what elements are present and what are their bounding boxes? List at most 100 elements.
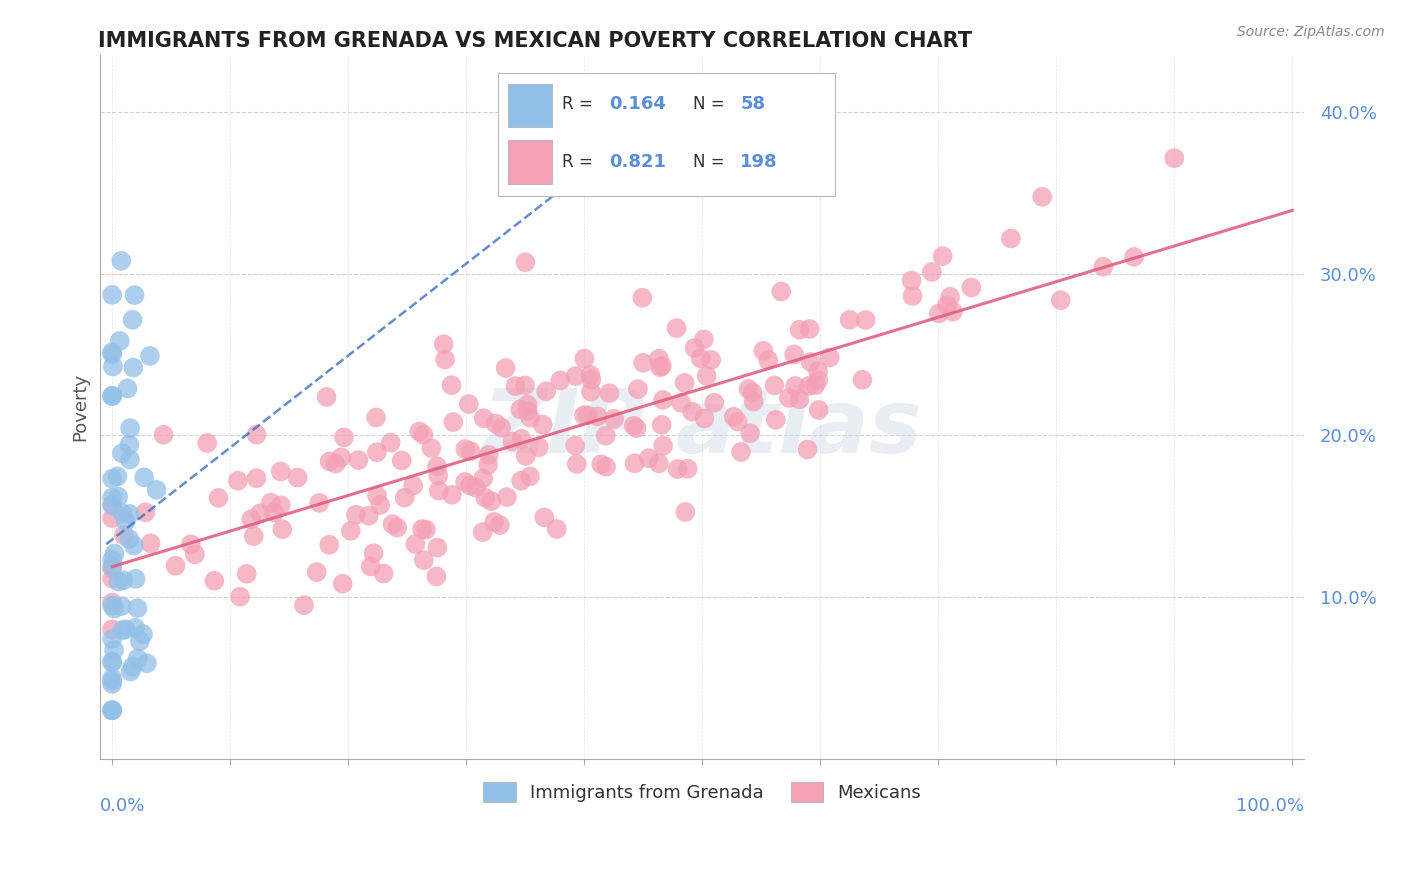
Point — [648, 351, 671, 366]
Point — [325, 457, 347, 471]
Point — [124, 621, 146, 635]
Point — [107, 574, 129, 589]
Text: Source: ZipAtlas.com: Source: ZipAtlas.com — [1237, 25, 1385, 39]
Point — [785, 379, 807, 393]
Point — [124, 572, 146, 586]
Point — [440, 488, 463, 502]
Point — [308, 496, 330, 510]
Point — [651, 417, 673, 432]
Point — [101, 655, 124, 669]
Point — [427, 468, 450, 483]
Point — [121, 659, 143, 673]
Point — [479, 494, 502, 508]
Point — [931, 249, 953, 263]
Point — [1123, 250, 1146, 264]
Point — [489, 420, 512, 434]
Point — [648, 457, 671, 471]
Point — [928, 306, 950, 320]
Point — [730, 445, 752, 459]
Point — [921, 265, 943, 279]
Point — [103, 643, 125, 657]
Point — [579, 368, 602, 382]
Point — [797, 379, 820, 393]
Point — [287, 470, 309, 484]
Point — [118, 532, 141, 546]
Point — [783, 347, 806, 361]
Point — [101, 288, 124, 302]
Point — [440, 378, 463, 392]
Point — [505, 379, 527, 393]
Point — [489, 518, 512, 533]
Point — [101, 703, 124, 717]
Point — [495, 361, 517, 376]
Point — [484, 515, 506, 529]
Point — [796, 442, 818, 457]
Point — [115, 514, 138, 528]
Point — [464, 481, 486, 495]
Point — [515, 255, 537, 269]
Point — [740, 426, 762, 441]
Point — [124, 288, 146, 302]
Point — [778, 391, 800, 405]
Point — [807, 364, 830, 378]
Point — [292, 598, 315, 612]
Point — [363, 546, 385, 560]
Point — [564, 369, 586, 384]
Point — [693, 332, 716, 346]
Point — [415, 523, 437, 537]
Point — [484, 417, 506, 431]
Point — [531, 417, 554, 432]
Point — [696, 368, 718, 383]
Point — [381, 517, 404, 532]
Point — [373, 566, 395, 581]
Point — [472, 411, 495, 425]
Point — [936, 298, 959, 312]
Point — [184, 547, 207, 561]
Point — [513, 378, 536, 392]
Point — [332, 576, 354, 591]
Point — [434, 352, 457, 367]
Point — [581, 373, 603, 387]
Text: ZIP atlas: ZIP atlas — [482, 384, 922, 472]
Point — [527, 440, 550, 454]
Point — [195, 436, 218, 450]
Point — [425, 569, 447, 583]
Point — [458, 478, 481, 492]
Point — [673, 505, 696, 519]
Point — [139, 349, 162, 363]
Point — [408, 425, 430, 439]
Point — [799, 322, 821, 336]
Point — [501, 434, 523, 449]
Point — [107, 469, 129, 483]
Point — [420, 441, 443, 455]
Point — [101, 497, 124, 511]
Point — [122, 360, 145, 375]
Point — [756, 353, 779, 368]
Point — [516, 404, 538, 418]
Point — [807, 373, 830, 387]
Text: 0.0%: 0.0% — [100, 797, 146, 815]
Point — [101, 359, 124, 374]
Point — [101, 572, 124, 586]
Point — [700, 352, 723, 367]
Point — [807, 403, 830, 417]
Point — [752, 343, 775, 358]
Point — [270, 465, 292, 479]
Point — [101, 345, 124, 359]
Point — [412, 427, 434, 442]
Point — [1049, 293, 1071, 308]
Point — [271, 522, 294, 536]
Point — [260, 495, 283, 509]
Point — [121, 313, 143, 327]
Point — [626, 421, 648, 435]
Point — [366, 489, 388, 503]
Point — [110, 599, 132, 613]
Point — [669, 396, 692, 410]
Point — [572, 409, 595, 423]
Point — [460, 444, 482, 458]
Point — [101, 677, 124, 691]
Point — [402, 478, 425, 492]
Point — [101, 674, 124, 689]
Point — [789, 392, 811, 407]
Point — [101, 632, 124, 646]
